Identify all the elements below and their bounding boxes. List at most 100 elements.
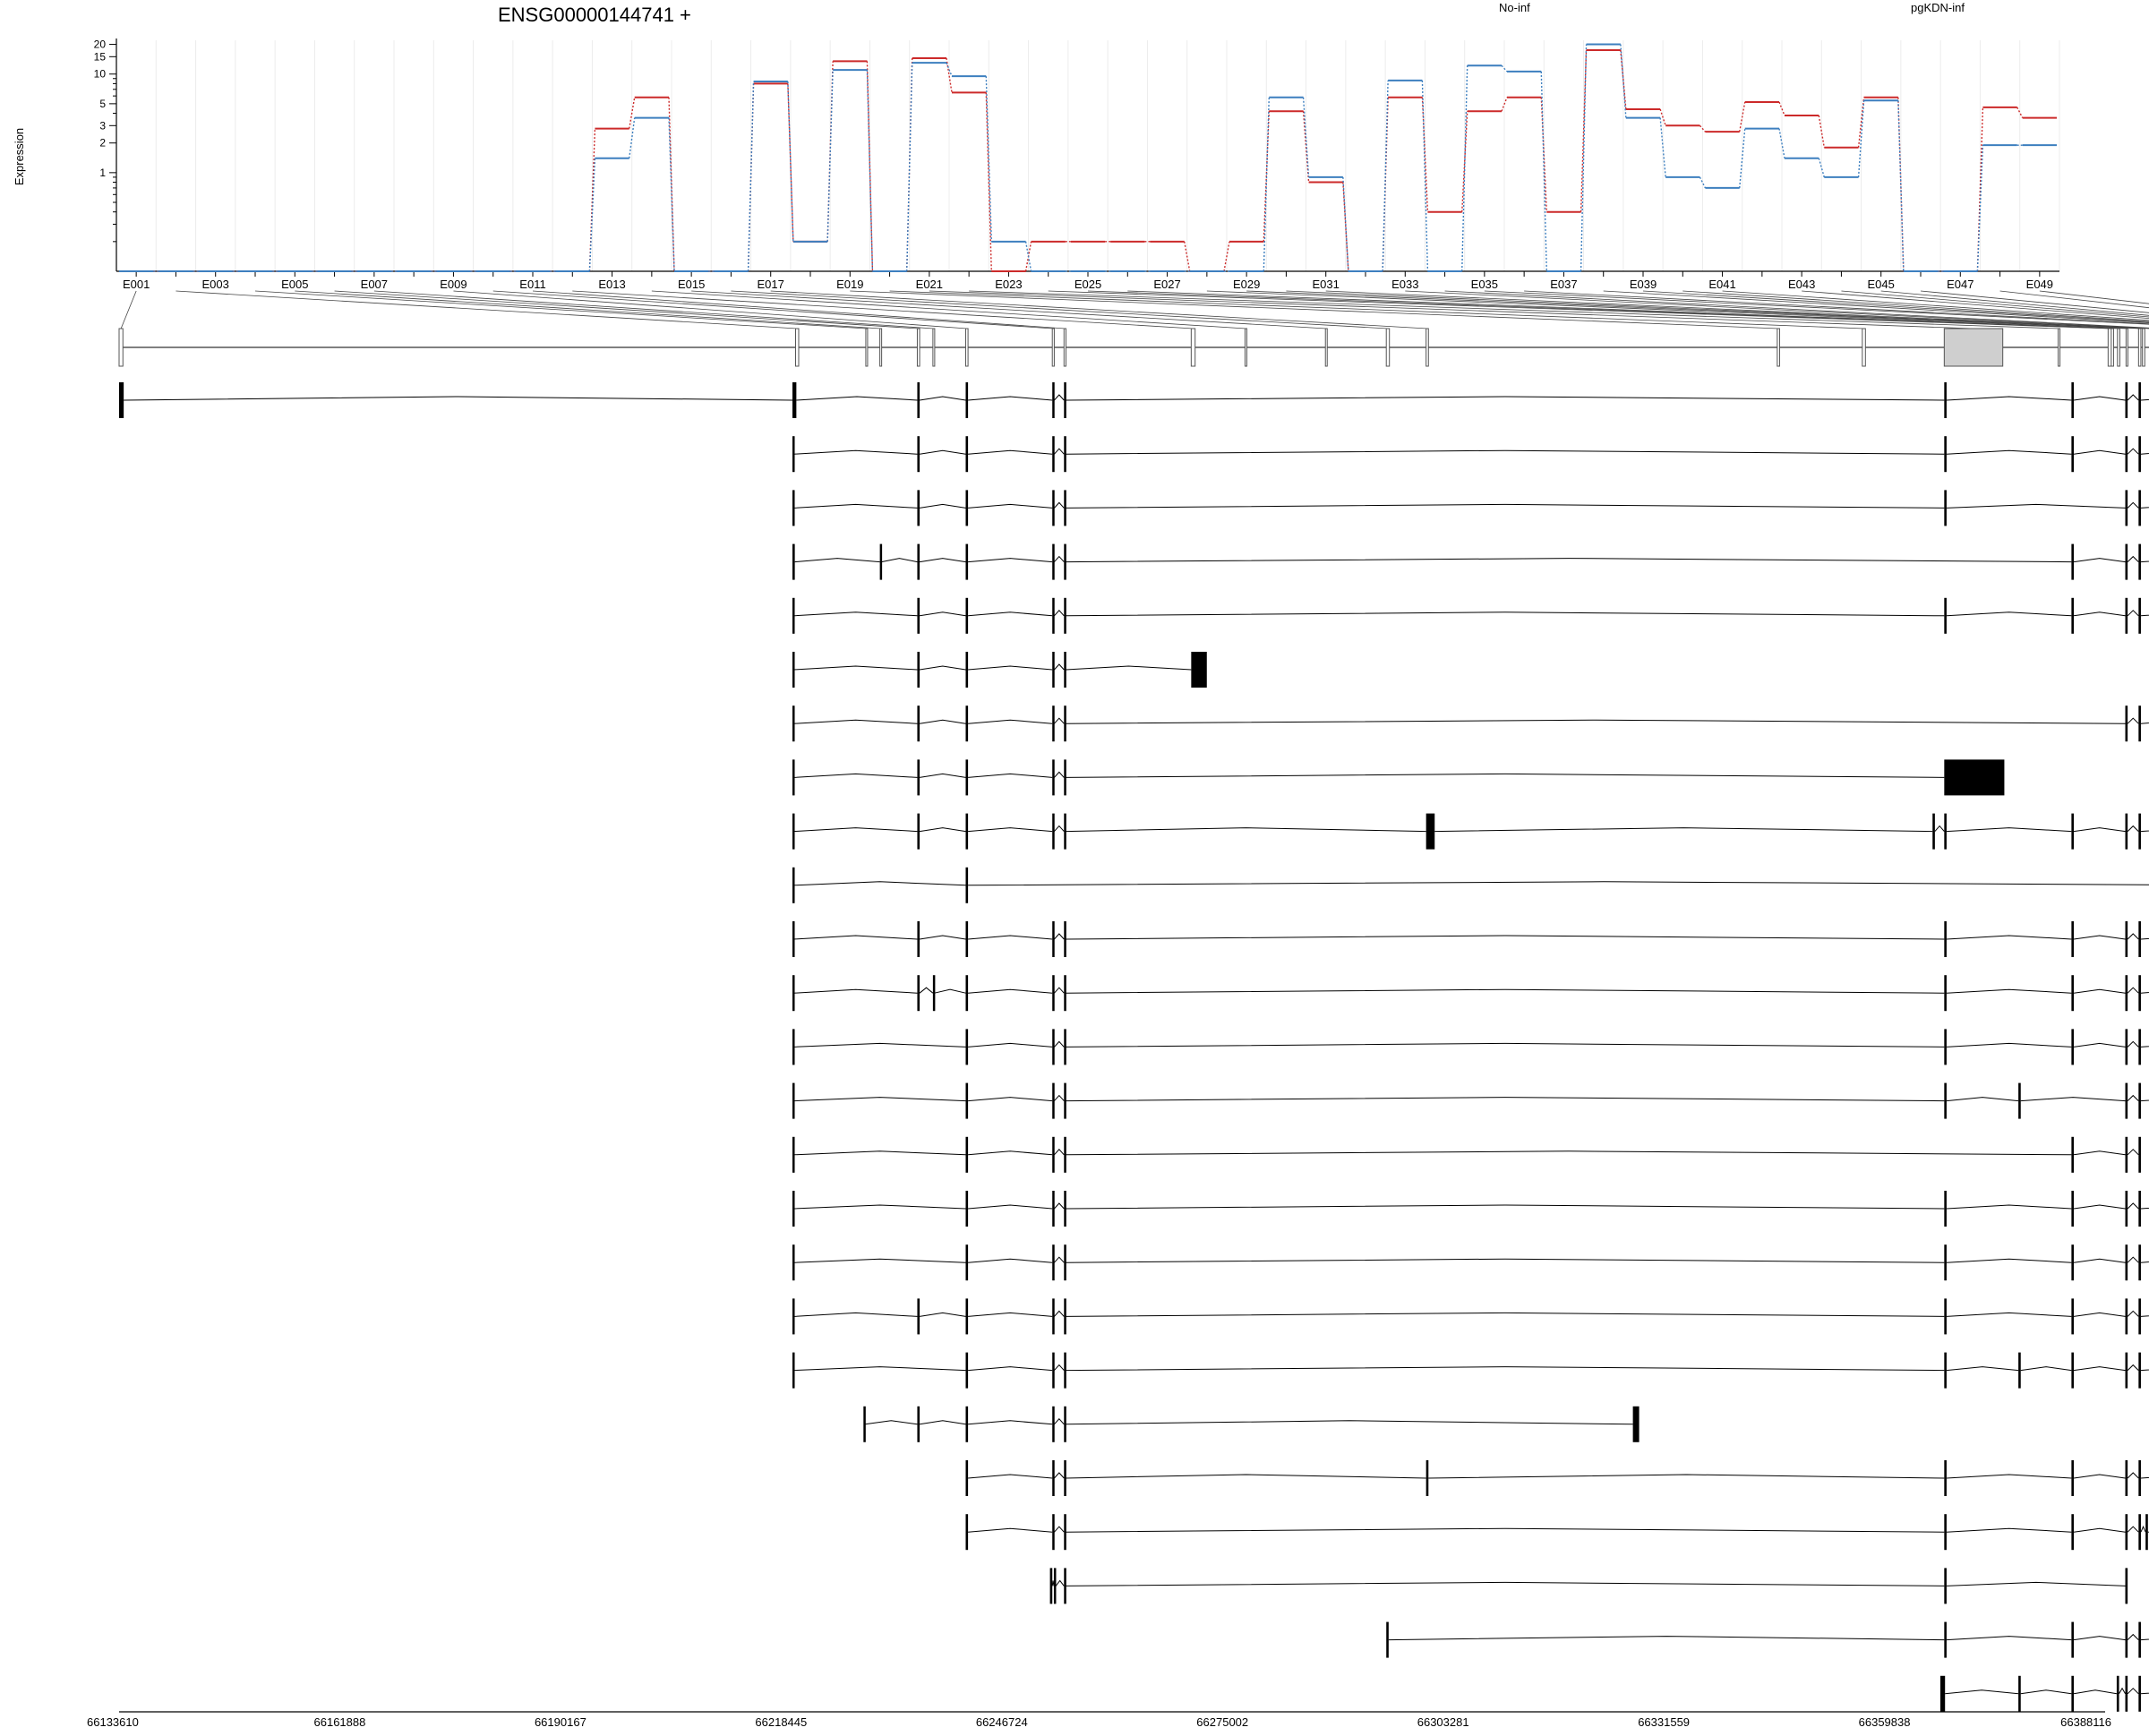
- intron: [2127, 1310, 2139, 1317]
- exon-box: [1777, 328, 1780, 367]
- exon: [1064, 1191, 1066, 1227]
- intron: [968, 1527, 1053, 1533]
- intron: [2140, 1315, 2149, 1317]
- intron: [919, 987, 934, 994]
- exon: [2138, 921, 2141, 957]
- exon: [1944, 1514, 1947, 1551]
- exon: [2071, 1460, 2075, 1496]
- intron: [2140, 398, 2149, 401]
- exon-connector: [929, 290, 1974, 329]
- exon-connector: [1603, 290, 2149, 323]
- exon: [1052, 1191, 1055, 1227]
- exon: [1944, 975, 1947, 1012]
- genomic-tick-label: 66246724: [976, 1715, 1028, 1729]
- exon: [1632, 1406, 1640, 1442]
- transcript: [792, 975, 2149, 1012]
- exon: [1052, 1298, 1055, 1335]
- exon: [1064, 921, 1066, 957]
- transcript: [119, 382, 2149, 418]
- transition-segment: [787, 81, 794, 242]
- transition-segment: [1659, 108, 1666, 126]
- intron: [864, 1420, 918, 1425]
- exon: [2138, 706, 2141, 742]
- intron: [793, 988, 918, 994]
- exon: [2138, 543, 2141, 580]
- exon: [2138, 1460, 2141, 1496]
- exon-connector: [969, 290, 2059, 329]
- transition-segment: [946, 57, 953, 93]
- intron: [2073, 988, 2126, 994]
- intron: [2140, 1476, 2149, 1479]
- intron: [1054, 448, 1065, 455]
- exon: [2138, 1675, 2141, 1712]
- exon-connector: [120, 290, 137, 329]
- transition-segment: [1382, 80, 1389, 272]
- exon: [2138, 1298, 2141, 1335]
- transcript: [792, 1136, 2141, 1173]
- intron: [1066, 1474, 1426, 1479]
- exon: [1064, 1298, 1066, 1335]
- exon-connector: [651, 290, 1246, 329]
- exon-box: [932, 328, 936, 367]
- series-pgKDN-inf: [119, 43, 2057, 272]
- transition-segment: [1302, 97, 1310, 177]
- genomic-tick-label: 66161888: [314, 1715, 366, 1729]
- intron: [1946, 1581, 2126, 1586]
- exon-box: [118, 328, 124, 367]
- exon: [917, 490, 920, 526]
- exon: [1064, 813, 1066, 850]
- intron: [2073, 1258, 2126, 1263]
- intron: [1946, 1204, 2072, 1210]
- exon-connector: [731, 290, 1388, 329]
- transcript: [792, 706, 2149, 742]
- exon: [2125, 1298, 2128, 1335]
- intron: [1946, 935, 2072, 940]
- exon: [792, 436, 795, 473]
- exon: [2138, 436, 2141, 473]
- exon-box: [1063, 328, 1066, 367]
- exon: [2138, 382, 2141, 418]
- exon-label: E023: [995, 278, 1022, 291]
- intron: [1051, 1580, 1055, 1586]
- intron: [2140, 1207, 2149, 1210]
- intron: [2127, 501, 2139, 509]
- intron: [1946, 1097, 2019, 1102]
- intron: [2073, 1204, 2126, 1210]
- intron: [2127, 825, 2139, 832]
- exon: [1944, 1029, 1947, 1065]
- intron: [968, 827, 1053, 833]
- intron: [793, 1258, 966, 1263]
- intron: [2020, 1366, 2072, 1372]
- exon: [792, 597, 795, 634]
- exon: [965, 597, 969, 634]
- exon-connector: [1444, 290, 2149, 329]
- intron: [1946, 827, 2072, 833]
- vertical-gridlines: [116, 40, 2060, 271]
- exon-axis: E001 E003 E005 E007 E009 E011 E013 E015 E017 E019…: [116, 270, 2059, 291]
- legend-pgkdn-inf: pgKDN-inf: [1911, 1, 1965, 14]
- intron: [1066, 773, 1945, 778]
- genomic-axis: 66133610 66161888 66190167 66218445 66246724…: [87, 1711, 2111, 1729]
- transition-segment: [629, 117, 636, 158]
- exon: [1944, 436, 1947, 473]
- intron: [1054, 1202, 1065, 1210]
- intron: [1946, 1474, 2072, 1479]
- exon-label: E029: [1233, 278, 1260, 291]
- intron: [2127, 987, 2139, 994]
- intron: [2140, 560, 2149, 563]
- exon-label: E027: [1153, 278, 1180, 291]
- exon-label: E047: [1947, 278, 1973, 291]
- exon: [965, 921, 969, 957]
- exon: [2071, 975, 2075, 1012]
- exon-box: [1244, 328, 1247, 367]
- intron: [2127, 1526, 2139, 1533]
- intron: [1054, 1472, 1065, 1479]
- exon: [917, 382, 920, 418]
- transition-segment: [1501, 64, 1508, 73]
- exon: [1944, 1082, 1947, 1119]
- exon: [2125, 1621, 2128, 1658]
- transcript: [792, 652, 1207, 688]
- exon: [2071, 382, 2075, 418]
- intron: [968, 1097, 1053, 1102]
- intron: [793, 827, 918, 833]
